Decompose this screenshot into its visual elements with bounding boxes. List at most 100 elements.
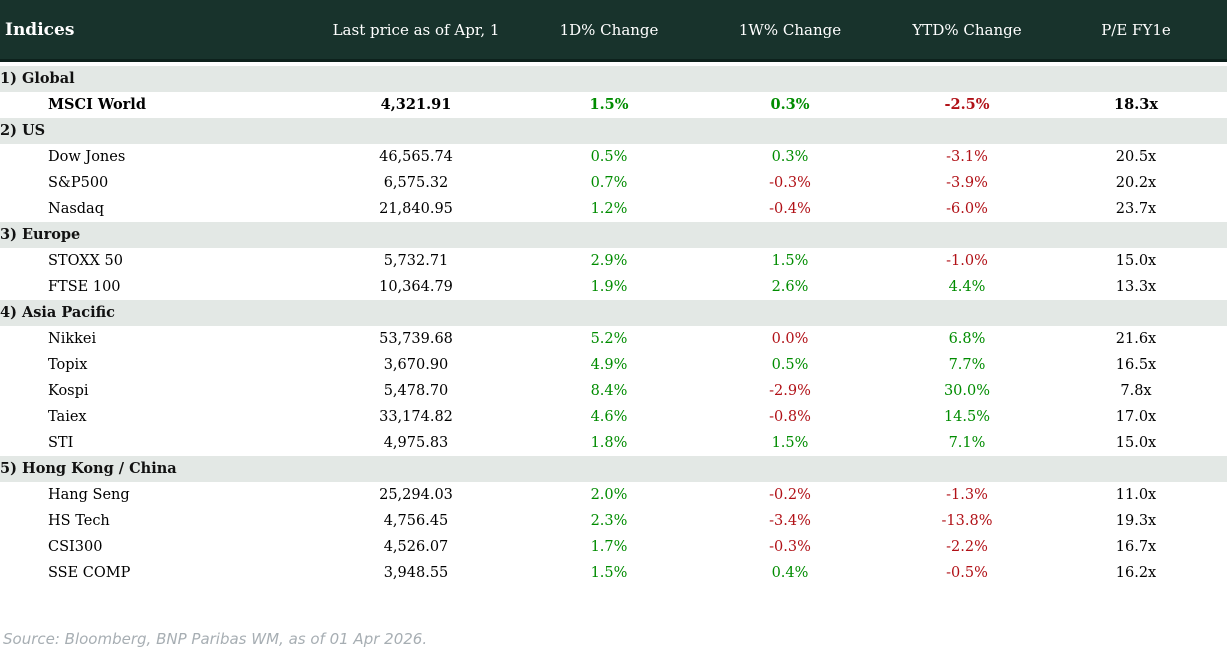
- last-price-cell: 21,840.95: [379, 201, 453, 217]
- column-header-1d-change: 1D% Change: [559, 20, 659, 39]
- section-row: 2) US: [0, 118, 1227, 144]
- chg-1d-cell: 2.9%: [590, 253, 628, 269]
- section-label: 2) US: [0, 122, 46, 139]
- column-header-last-price: Last price as of Apr, 1: [332, 20, 500, 39]
- last-price-cell: 53,739.68: [379, 331, 453, 347]
- pe-cell: 15.0x: [1115, 435, 1157, 451]
- index-row: CSI300 4,526.07 1.7% -0.3% -2.2% 16.7x: [0, 534, 1227, 560]
- last-price-cell: 25,294.03: [379, 487, 453, 503]
- last-price-cell: 4,975.83: [383, 435, 449, 451]
- chg-1d-cell: 1.9%: [590, 279, 628, 295]
- chg-1d-cell: 0.7%: [590, 175, 628, 191]
- index-row: Nasdaq 21,840.95 1.2% -0.4% -6.0% 23.7x: [0, 196, 1227, 222]
- pe-cell: 16.2x: [1115, 565, 1157, 581]
- index-name-cell: MSCI World: [48, 96, 146, 113]
- chg-1w-cell: -0.4%: [769, 201, 811, 217]
- last-price-cell: 4,526.07: [383, 539, 449, 555]
- pe-cell: 7.8x: [1120, 383, 1152, 399]
- chg-ytd-cell: -1.0%: [946, 253, 988, 269]
- index-row: S&P500 6,575.32 0.7% -0.3% -3.9% 20.2x: [0, 170, 1227, 196]
- pe-cell: 11.0x: [1115, 487, 1157, 503]
- index-name-cell: HS Tech: [48, 513, 110, 529]
- section-label: 1) Global: [0, 70, 75, 87]
- index-row: Topix 3,670.90 4.9% 0.5% 7.7% 16.5x: [0, 352, 1227, 378]
- chg-1w-cell: 0.4%: [771, 565, 809, 581]
- section-row: 4) Asia Pacific: [0, 300, 1227, 326]
- index-row: Kospi 5,478.70 8.4% -2.9% 30.0% 7.8x: [0, 378, 1227, 404]
- chg-1d-cell: 1.5%: [589, 96, 629, 113]
- indices-table-body: 1) Global MSCI World 4,321.91 1.5% 0.3% -2.5%…: [0, 66, 1227, 586]
- index-name-cell: Topix: [48, 357, 88, 373]
- chg-1d-cell: 8.4%: [590, 383, 628, 399]
- chg-ytd-cell: -1.3%: [946, 487, 988, 503]
- last-price-cell: 6,575.32: [383, 175, 449, 191]
- pe-cell: 20.2x: [1115, 175, 1157, 191]
- chg-1w-cell: 0.3%: [771, 149, 809, 165]
- last-price-cell: 33,174.82: [379, 409, 453, 425]
- source-note: Source: Bloomberg, BNP Paribas WM, as of…: [3, 630, 428, 648]
- chg-ytd-cell: 7.1%: [948, 435, 986, 451]
- pe-cell: 15.0x: [1115, 253, 1157, 269]
- pe-cell: 18.3x: [1114, 96, 1158, 113]
- pe-cell: 13.3x: [1115, 279, 1157, 295]
- chg-ytd-cell: -6.0%: [946, 201, 988, 217]
- chg-1d-cell: 1.7%: [590, 539, 628, 555]
- index-name-cell: Nasdaq: [48, 201, 104, 217]
- pe-cell: 16.5x: [1115, 357, 1157, 373]
- chg-1w-cell: -0.3%: [769, 175, 811, 191]
- pe-cell: 21.6x: [1115, 331, 1157, 347]
- index-name-cell: SSE COMP: [48, 565, 131, 581]
- index-name-cell: Hang Seng: [48, 487, 130, 503]
- index-row: MSCI World 4,321.91 1.5% 0.3% -2.5% 18.3x: [0, 92, 1227, 118]
- chg-1w-cell: 0.3%: [770, 96, 810, 113]
- section-label: 3) Europe: [0, 226, 81, 243]
- chg-1w-cell: 1.5%: [771, 435, 809, 451]
- chg-1d-cell: 2.3%: [590, 513, 628, 529]
- chg-ytd-cell: -3.9%: [946, 175, 988, 191]
- chg-ytd-cell: -0.5%: [946, 565, 988, 581]
- index-row: Nikkei 53,739.68 5.2% 0.0% 6.8% 21.6x: [0, 326, 1227, 352]
- chg-ytd-cell: -2.5%: [944, 96, 990, 113]
- index-name-cell: Nikkei: [48, 331, 97, 347]
- last-price-cell: 46,565.74: [379, 149, 453, 165]
- chg-1d-cell: 1.8%: [590, 435, 628, 451]
- chg-1w-cell: 2.6%: [771, 279, 809, 295]
- table-title: Indices: [5, 19, 75, 40]
- pe-cell: 19.3x: [1115, 513, 1157, 529]
- chg-ytd-cell: 14.5%: [943, 409, 991, 425]
- chg-1d-cell: 4.9%: [590, 357, 628, 373]
- index-name-cell: STOXX 50: [48, 253, 123, 269]
- last-price-cell: 3,670.90: [383, 357, 449, 373]
- index-row: SSE COMP 3,948.55 1.5% 0.4% -0.5% 16.2x: [0, 560, 1227, 586]
- chg-1d-cell: 1.5%: [590, 565, 628, 581]
- chg-ytd-cell: -13.8%: [941, 513, 993, 529]
- chg-ytd-cell: -3.1%: [946, 149, 988, 165]
- index-row: Hang Seng 25,294.03 2.0% -0.2% -1.3% 11.0x: [0, 482, 1227, 508]
- index-name-cell: Dow Jones: [48, 149, 126, 165]
- chg-1w-cell: -0.2%: [769, 487, 811, 503]
- index-row: FTSE 100 10,364.79 1.9% 2.6% 4.4% 13.3x: [0, 274, 1227, 300]
- last-price-cell: 4,321.91: [380, 96, 452, 113]
- index-name-cell: STI: [48, 435, 74, 451]
- last-price-cell: 3,948.55: [383, 565, 449, 581]
- last-price-cell: 10,364.79: [379, 279, 453, 295]
- chg-1d-cell: 0.5%: [590, 149, 628, 165]
- chg-1w-cell: -2.9%: [769, 383, 811, 399]
- chg-ytd-cell: 30.0%: [943, 383, 991, 399]
- chg-1w-cell: 1.5%: [771, 253, 809, 269]
- pe-cell: 17.0x: [1115, 409, 1157, 425]
- last-price-cell: 5,732.71: [383, 253, 449, 269]
- last-price-cell: 5,478.70: [383, 383, 449, 399]
- last-price-cell: 4,756.45: [383, 513, 449, 529]
- chg-ytd-cell: 4.4%: [948, 279, 986, 295]
- pe-cell: 23.7x: [1115, 201, 1157, 217]
- index-name-cell: Kospi: [48, 383, 89, 399]
- chg-1d-cell: 4.6%: [590, 409, 628, 425]
- chg-1d-cell: 1.2%: [590, 201, 628, 217]
- section-label: 4) Asia Pacific: [0, 304, 115, 321]
- chg-1w-cell: 0.5%: [771, 357, 809, 373]
- index-row: Dow Jones 46,565.74 0.5% 0.3% -3.1% 20.5x: [0, 144, 1227, 170]
- table-header-row: Indices Last price as of Apr, 1 1D% Chan…: [0, 0, 1227, 62]
- chg-1w-cell: -3.4%: [769, 513, 811, 529]
